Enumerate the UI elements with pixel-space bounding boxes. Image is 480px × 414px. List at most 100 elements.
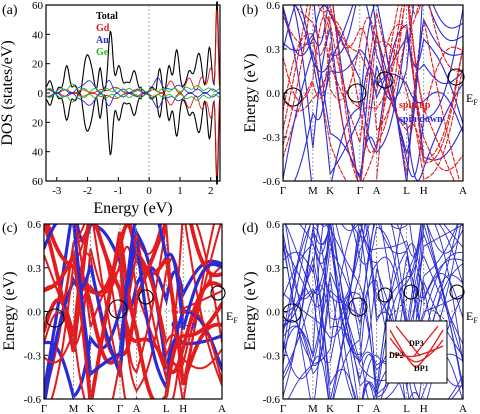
- panel-d-kpoint-label: H: [420, 403, 428, 414]
- panel-b-ytick-label: 0.0: [266, 88, 280, 100]
- panel-b-kpoint-label: Γ: [357, 185, 363, 197]
- panel-d-kpoint-label: L: [403, 403, 410, 414]
- inset-band: [389, 345, 444, 358]
- panel-b-kpoint-label: K: [326, 185, 334, 197]
- inset-band: [389, 329, 444, 369]
- panel-d-kpoint-label: Γ: [280, 403, 286, 414]
- band: [294, 5, 463, 156]
- panel-c-circle: [210, 285, 226, 301]
- panel-d-kpoint-label: M: [308, 403, 318, 414]
- panel-a-ytick-label: 40: [32, 147, 44, 159]
- panel-a-ytick-label: 60: [32, 0, 44, 12]
- band: [292, 5, 463, 177]
- panel-b-circle: [447, 68, 465, 86]
- panel-a-xtick-label: 1: [177, 185, 183, 197]
- band: [283, 5, 463, 181]
- band: [283, 5, 463, 154]
- band: [283, 5, 463, 146]
- panel-d-ylabel: Energy (eV): [242, 271, 259, 350]
- panel-d-ytick-label: -0.6: [263, 394, 281, 406]
- inset-band: [413, 325, 439, 357]
- panel-d-ytick-label: 0.0: [266, 307, 280, 319]
- dos-ge-down: [45, 93, 221, 103]
- panel-b-ytick-label: -0.6: [263, 176, 281, 188]
- panel-c-klines: [73, 224, 184, 399]
- panel-a-xticks: -3 -2 -1 0 1 2: [52, 177, 214, 197]
- panel-b-kpoint-label: H: [420, 185, 428, 197]
- band: [44, 310, 222, 399]
- panel-b-fermi-label: EF: [466, 91, 478, 107]
- panel-a-ytick-label: 20: [32, 117, 44, 129]
- panel-d-kpoint-label: K: [326, 403, 334, 414]
- band: [44, 248, 222, 393]
- band: [283, 226, 463, 399]
- legend-au: Au: [96, 35, 109, 46]
- panel-a-ytick-label: 20: [32, 59, 44, 71]
- legend-gd: Gd: [96, 23, 110, 34]
- panel-d-ytick-label: -0.3: [263, 350, 281, 362]
- panel-a-label: (a): [2, 3, 18, 18]
- panel-b-kpoint-label: L: [403, 185, 410, 197]
- panel-d-inset: DP3 DP2 DP1: [385, 320, 448, 384]
- panel-d-circle: [403, 284, 419, 300]
- band: [283, 49, 463, 180]
- panel-c-kpoint-label: H: [179, 403, 187, 414]
- panel-a-ytick-label: 40: [32, 29, 44, 41]
- legend-gd-d: Gd - d: [171, 306, 199, 317]
- legend-spin-down: spin down: [399, 114, 443, 125]
- dos-au-down: [45, 92, 220, 109]
- band: [283, 224, 463, 399]
- panel-a-xtick-label: -2: [83, 185, 92, 197]
- panel-d-circle: [377, 287, 393, 303]
- panel-b-ytick-label: -0.3: [263, 132, 281, 144]
- panel-b-label: (b): [242, 3, 259, 18]
- inset-label-dp3: DP3: [409, 339, 424, 348]
- panel-c-kpoint-label: K: [87, 403, 95, 414]
- legend-spin-up: spin up: [399, 100, 431, 111]
- panel-a-xtick-label: -3: [52, 185, 62, 197]
- panel-b-yticks: 0.6 0.3 0.0 -0.3 -0.6: [263, 0, 287, 188]
- legend-total: Total: [96, 11, 118, 22]
- panel-a-yticks: 60 40 20 0 20 40 60: [32, 0, 50, 188]
- panel-d-ytick-label: 0.3: [266, 263, 280, 275]
- band: [332, 5, 463, 181]
- panel-d-ytick-label: 0.6: [266, 219, 280, 231]
- panel-c-yticks: 0.6 0.3 0.0 -0.3 -0.6: [24, 219, 48, 406]
- panel-c-bands: [44, 224, 222, 399]
- band: [283, 226, 463, 398]
- panel-d-kpoint-label: Γ: [357, 403, 363, 414]
- band: [283, 224, 463, 335]
- panel-b-circle: [347, 83, 367, 103]
- panel-b-ytick-label: 0.6: [266, 0, 280, 12]
- panel-a-xtick-label: 0: [146, 185, 152, 197]
- panel-c-kpoint-label: Γ: [117, 403, 123, 414]
- band: [283, 224, 463, 380]
- panel-d-circle: [348, 297, 368, 317]
- band: [283, 5, 463, 181]
- panel-b-ytick-label: 0.3: [266, 44, 280, 56]
- dos-ge-up: [45, 83, 221, 93]
- panel-c-ytick-label: -0.3: [24, 350, 42, 362]
- band: [283, 5, 455, 181]
- panel-b-kpoint-label: Γ: [280, 185, 286, 197]
- band: [283, 5, 463, 181]
- panel-b-bands: [283, 5, 463, 181]
- dos-total-down: [45, 93, 221, 185]
- panel-d-circle: [449, 284, 465, 300]
- panel-a-ytick-label: 0: [38, 88, 44, 100]
- dos-total-up: [45, 1, 221, 93]
- panel-a-ytick-label: 60: [32, 176, 44, 188]
- band: [283, 5, 463, 114]
- dos-gd-down: [45, 92, 221, 177]
- panel-b-circle: [283, 87, 303, 107]
- panel-a: 60 40 20 0 20 40 60 -3 -2 -1 0 1 2 Energy (eV) DOS …: [0, 0, 221, 217]
- panel-b-kpoint-label: A: [459, 185, 467, 197]
- dos-gd-up: [45, 9, 221, 94]
- panel-a-xtick-label: 2: [208, 185, 214, 197]
- panel-c-kpoint-label: A: [218, 403, 226, 414]
- legend-ge-p: Ge - p: [171, 320, 197, 331]
